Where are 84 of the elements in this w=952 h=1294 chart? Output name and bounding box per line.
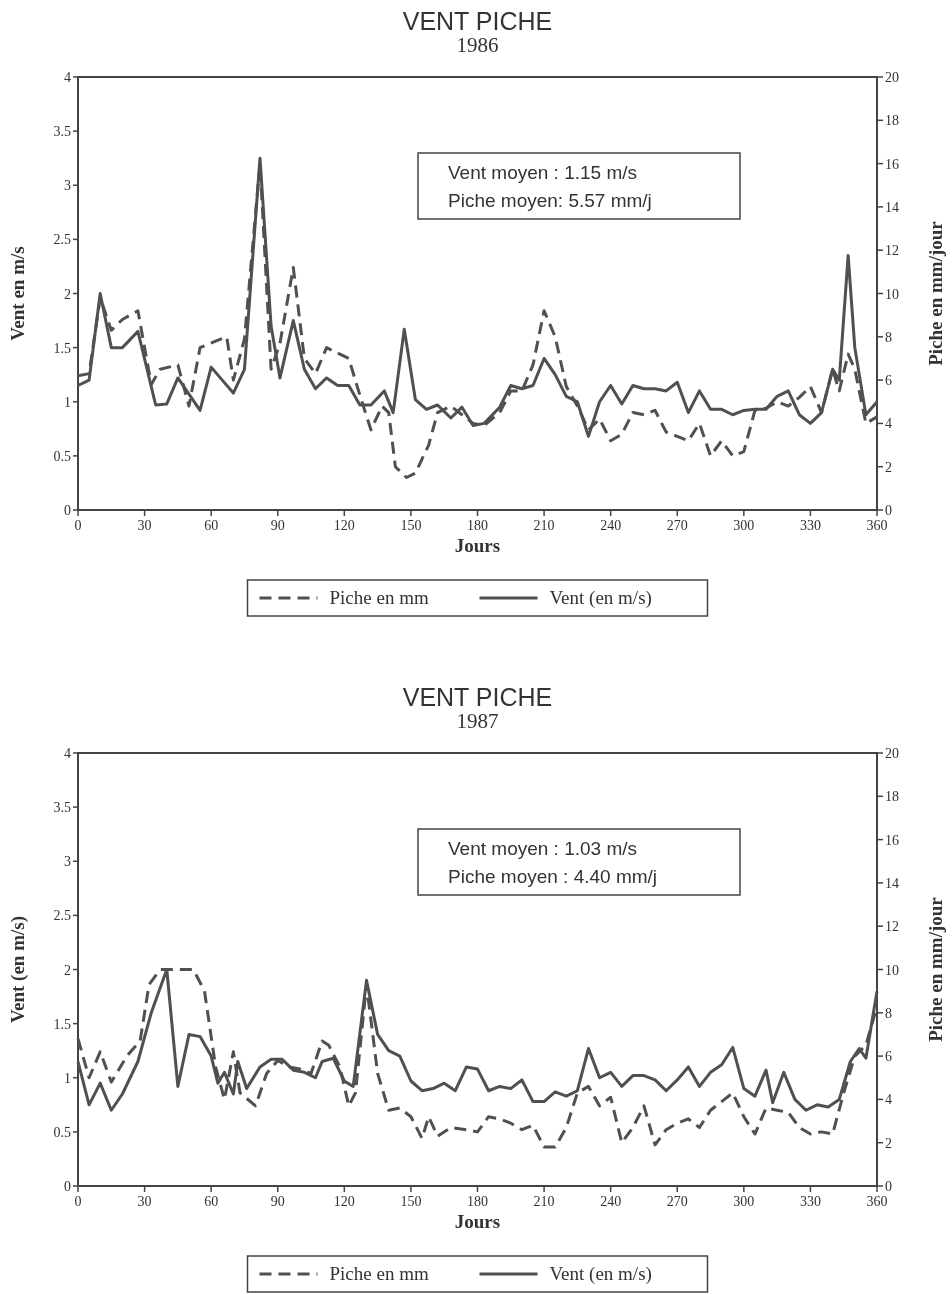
y2-tick-label: 8 [885, 329, 892, 345]
y2-axis-title: Piche en mm/jour [925, 896, 946, 1042]
x-tick-label: 30 [137, 1194, 152, 1209]
y2-tick-label: 6 [885, 1049, 892, 1065]
y2-tick-label: 6 [885, 373, 892, 389]
y2-tick-label: 18 [885, 113, 899, 129]
x-tick-label: 270 [666, 518, 688, 533]
x-tick-label: 330 [799, 1194, 821, 1209]
legend-label: Piche en mm [329, 587, 429, 608]
y-tick-label: 2 [64, 962, 71, 978]
chart-title: VENT PICHE [402, 7, 553, 35]
annotation: Piche moyen : 4.40 mm/j [448, 866, 658, 887]
y-axis-title: Vent (en m/s) [7, 916, 29, 1023]
x-tick-label: 330 [799, 518, 821, 533]
x-tick-label: 120 [333, 518, 355, 533]
x-tick-label: 60 [204, 518, 219, 533]
y-tick-label: 2.5 [53, 908, 71, 924]
x-tick-label: 240 [600, 518, 622, 533]
x-axis-title: Jours [454, 535, 501, 556]
legend-label: Piche en mm [329, 1263, 429, 1284]
y2-tick-label: 12 [885, 919, 899, 935]
y-tick-label: 3.5 [53, 124, 71, 140]
y2-tick-label: 10 [885, 286, 899, 302]
y2-tick-label: 20 [885, 70, 899, 85]
y-tick-label: 0.5 [53, 1124, 71, 1140]
annotation: Vent moyen : 1.03 m/s [448, 838, 638, 859]
y2-tick-label: 10 [885, 962, 899, 978]
y2-tick-label: 12 [885, 243, 899, 259]
y-tick-label: 1.5 [53, 340, 71, 356]
y2-tick-label: 16 [885, 832, 899, 848]
x-tick-label: 180 [467, 518, 488, 533]
x-tick-label: 60 [204, 1194, 219, 1209]
y-tick-label: 1.5 [53, 1016, 71, 1032]
x-axis-title: Jours [454, 1211, 501, 1232]
x-tick-label: 150 [400, 518, 422, 533]
x-tick-label: 0 [74, 518, 82, 533]
y2-tick-label: 4 [885, 416, 892, 432]
x-tick-label: 210 [533, 518, 555, 533]
x-tick-label: 180 [467, 1194, 488, 1209]
y-tick-label: 0 [64, 1179, 71, 1194]
y-axis-title: Vent en m/s [7, 246, 28, 341]
y2-tick-label: 4 [885, 1092, 892, 1108]
x-tick-label: 210 [533, 1194, 555, 1209]
x-tick-label: 90 [270, 518, 285, 533]
x-tick-label: 30 [137, 518, 152, 533]
y2-tick-label: 18 [885, 789, 899, 805]
y2-tick-label: 2 [885, 459, 892, 475]
x-tick-label: 90 [270, 1194, 285, 1209]
y2-tick-label: 14 [885, 199, 899, 215]
y-tick-label: 4 [64, 70, 71, 85]
x-tick-label: 240 [600, 1194, 622, 1209]
x-tick-label: 300 [733, 518, 755, 533]
y2-axis-title: Piche en mm/jour [925, 220, 946, 366]
y2-tick-label: 2 [885, 1135, 892, 1151]
y-tick-label: 3 [64, 854, 71, 870]
chart-subtitle: 1986 [456, 33, 499, 57]
y2-tick-label: 0 [885, 1179, 892, 1194]
x-tick-label: 150 [400, 1194, 422, 1209]
x-tick-label: 360 [866, 1194, 888, 1209]
x-tick-label: 270 [666, 1194, 688, 1209]
x-tick-label: 360 [866, 518, 888, 533]
y-tick-label: 2 [64, 286, 71, 302]
y-tick-label: 3.5 [53, 800, 71, 816]
y2-tick-label: 20 [885, 746, 899, 761]
y2-tick-label: 0 [885, 503, 892, 518]
y-tick-label: 1 [64, 1070, 71, 1086]
x-tick-label: 0 [74, 1194, 82, 1209]
x-tick-label: 300 [733, 1194, 755, 1209]
y-tick-label: 2.5 [53, 232, 71, 248]
annotation: Vent moyen : 1.15 m/s [448, 162, 638, 183]
y-tick-label: 4 [64, 746, 71, 761]
legend-label: Vent (en m/s) [549, 1263, 652, 1285]
legend-label: Vent (en m/s) [549, 587, 652, 609]
y2-tick-label: 8 [885, 1005, 892, 1021]
x-tick-label: 120 [333, 1194, 355, 1209]
chart-subtitle: 1987 [456, 709, 499, 733]
y-tick-label: 0 [64, 503, 71, 518]
chart-title: VENT PICHE [402, 683, 553, 711]
y2-tick-label: 16 [885, 156, 899, 172]
y2-tick-label: 14 [885, 875, 899, 891]
annotation: Piche moyen: 5.57 mm/j [448, 190, 652, 211]
y-tick-label: 3 [64, 178, 71, 194]
y-tick-label: 0.5 [53, 448, 71, 464]
y-tick-label: 1 [64, 394, 71, 410]
